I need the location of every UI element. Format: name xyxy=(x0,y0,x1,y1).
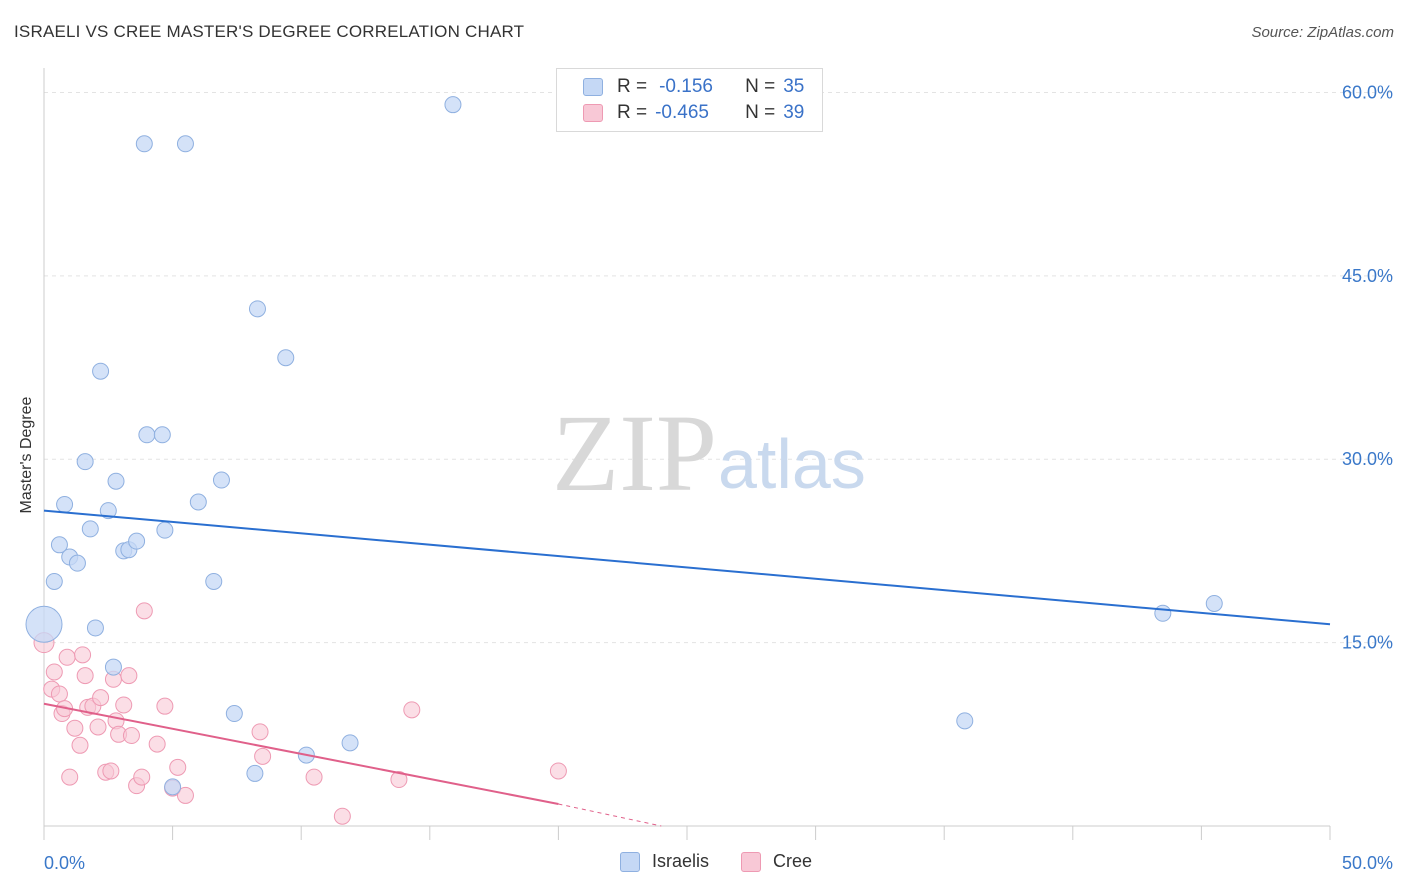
tick-labels: 15.0% 30.0% 45.0% 60.0% 0.0% 50.0% xyxy=(44,82,1393,873)
cree-point xyxy=(71,736,89,754)
cree-point xyxy=(45,663,63,681)
israelis-point xyxy=(248,300,266,318)
israelis-point xyxy=(212,471,230,489)
legend-r-value: -0.156 xyxy=(659,76,713,97)
series-legend: Israelis Cree xyxy=(620,851,844,872)
cree-swatch xyxy=(583,104,603,122)
legend-n-label: N = xyxy=(745,76,776,97)
israelis-point xyxy=(99,502,117,520)
cree-point xyxy=(122,727,140,745)
cree-point xyxy=(61,768,79,786)
israelis-point xyxy=(225,705,243,723)
israelis-point xyxy=(138,426,156,444)
cree-point xyxy=(120,667,138,685)
legend-n-value: 35 xyxy=(783,76,805,97)
israelis-point xyxy=(205,572,223,590)
israelis-trendline xyxy=(43,509,1331,626)
israelis-point xyxy=(341,734,359,752)
legend-r-label: R = xyxy=(617,76,648,97)
israelis-point xyxy=(92,362,110,380)
israelis-point xyxy=(246,764,264,782)
israelis-point xyxy=(164,778,182,796)
legend-row-israelis: R = -0.156 N = 35 xyxy=(583,75,804,99)
israelis-point xyxy=(444,96,462,114)
y-tick-label: 60.0% xyxy=(1342,82,1393,102)
israelis-swatch xyxy=(620,851,640,872)
cree-point xyxy=(74,646,92,664)
israelis-point xyxy=(156,521,174,539)
watermark-atlas: atlas xyxy=(718,425,866,503)
israelis-point xyxy=(104,658,122,676)
cree-point xyxy=(254,747,272,765)
cree-point xyxy=(66,719,84,737)
legend-label-israelis: Israelis xyxy=(652,851,710,871)
cree-swatch xyxy=(741,851,762,872)
legend-item-israelis[interactable]: Israelis xyxy=(620,851,709,872)
cree-points xyxy=(33,602,567,825)
watermark-zip: ZIP xyxy=(552,392,717,514)
cree-point xyxy=(92,689,110,707)
cree-trendline xyxy=(43,702,559,805)
israelis-point xyxy=(189,493,207,511)
legend-r-label: R = xyxy=(617,102,648,123)
israelis-point xyxy=(45,572,63,590)
israelis-point xyxy=(128,532,146,550)
israelis-points xyxy=(25,96,1223,796)
source-label: Source: ZipAtlas.com xyxy=(1251,24,1394,41)
israelis-point xyxy=(107,472,125,490)
y-tick-label: 15.0% xyxy=(1342,633,1393,653)
y-tick-label: 30.0% xyxy=(1342,449,1393,469)
legend-n-value: 39 xyxy=(783,102,805,123)
legend-n-label: N = xyxy=(745,102,776,123)
israelis-point xyxy=(1205,594,1223,612)
correlation-legend: R = -0.156 N = 35 R = -0.465 N = 39 xyxy=(556,68,823,132)
chart-title: ISRAELI VS CREE MASTER'S DEGREE CORRELAT… xyxy=(14,22,525,41)
x-tick-label: 50.0% xyxy=(1342,853,1393,873)
trendlines xyxy=(43,509,1331,827)
israelis-point xyxy=(56,495,74,513)
cree-point xyxy=(115,696,133,714)
israelis-point xyxy=(76,453,94,471)
axes xyxy=(43,68,1331,840)
cree-trendline-extension xyxy=(558,803,662,827)
watermark: ZIP atlas xyxy=(552,392,866,514)
y-tick-label: 45.0% xyxy=(1342,266,1393,286)
cree-point xyxy=(58,648,76,666)
cree-point xyxy=(148,735,166,753)
cree-point xyxy=(305,768,323,786)
israelis-point xyxy=(86,619,104,637)
cree-point xyxy=(403,701,421,719)
legend-r-value: -0.465 xyxy=(655,102,709,123)
cree-point xyxy=(76,667,94,685)
cree-point xyxy=(251,723,269,741)
cree-point xyxy=(135,602,153,620)
cree-point xyxy=(176,786,194,804)
cree-point xyxy=(89,718,107,736)
cree-point xyxy=(169,758,187,776)
legend-row-cree: R = -0.465 N = 39 xyxy=(583,101,804,125)
cree-point xyxy=(50,685,68,703)
cree-point xyxy=(156,697,174,715)
legend-item-cree[interactable]: Cree xyxy=(741,851,812,872)
legend-label-cree: Cree xyxy=(773,851,813,871)
cree-point xyxy=(333,807,351,825)
cree-point xyxy=(102,762,120,780)
x-tick-label: 0.0% xyxy=(44,853,85,873)
cree-point xyxy=(133,768,151,786)
israelis-point xyxy=(135,135,153,153)
israelis-point xyxy=(50,536,68,554)
gridlines xyxy=(44,91,1392,644)
israelis-point xyxy=(1154,604,1172,622)
cree-point xyxy=(390,771,408,789)
israelis-point xyxy=(68,554,86,572)
israelis-point xyxy=(153,426,171,444)
israelis-point xyxy=(277,349,295,367)
israelis-point xyxy=(176,135,194,153)
israelis-point xyxy=(25,605,63,643)
israelis-swatch xyxy=(583,78,603,96)
israelis-point xyxy=(956,712,974,730)
israelis-point xyxy=(81,520,99,538)
cree-point xyxy=(549,762,567,780)
